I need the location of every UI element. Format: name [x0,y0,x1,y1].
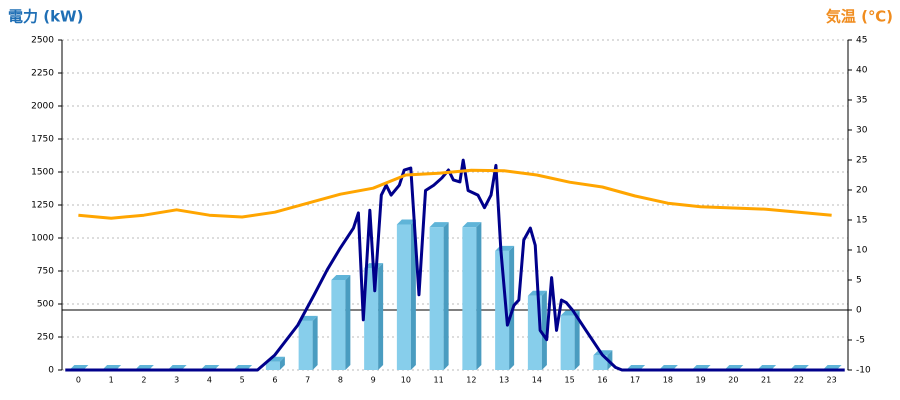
x-tick-label: 19 [696,376,706,385]
bar-side [312,315,318,370]
bar-side [443,222,449,370]
y-tick-label: 500 [37,300,54,310]
x-tick-label: 22 [794,376,804,385]
x-tick-label: 10 [401,376,411,385]
x-tick-label: 21 [761,376,771,385]
x-tick-label: 6 [272,376,277,385]
y-tick-label: 750 [37,267,54,277]
y-tick-label: 1750 [31,135,54,145]
y-tick-label: 2000 [31,102,54,112]
bar [396,224,411,370]
bar [560,315,575,370]
y2-tick-label: 0 [856,306,862,316]
x-tick-label: 11 [434,376,444,385]
x-tick-label: 2 [141,376,146,385]
x-tick-label: 3 [174,376,179,385]
y2-tick-label: 35 [856,96,867,106]
y-axis-title: 電力 (kW) [8,8,83,26]
y2-tick-label: 20 [856,186,868,196]
y-tick-label: 0 [48,366,54,376]
x-tick-label: 20 [728,376,738,385]
bar [495,250,510,370]
x-tick-label: 14 [532,376,542,385]
x-tick-label: 4 [207,376,212,385]
x-tick-label: 23 [827,376,837,385]
bar [593,355,608,370]
y2-tick-label: -5 [856,336,865,346]
bar-side [378,263,384,370]
x-tick-label: 1 [109,376,114,385]
x-tick-label: 13 [499,376,509,385]
x-tick-label: 17 [630,376,640,385]
y2-tick-label: 40 [856,66,868,76]
y2-tick-label: 5 [856,276,862,286]
bar-top [396,219,416,225]
bar [265,361,280,370]
y2-tick-label: 25 [856,156,867,166]
x-tick-label: 7 [305,376,310,385]
bar-top [331,274,351,280]
bar-side [345,274,351,370]
x-tick-label: 8 [338,376,343,385]
bar-top [429,222,449,228]
y-tick-label: 1250 [31,201,54,211]
x-tick-label: 16 [597,376,607,385]
y-tick-label: 1000 [31,234,54,244]
bar [429,227,444,370]
bar-side [410,219,416,370]
bar [298,320,313,370]
bar-side [476,222,482,370]
bar-top [593,350,613,356]
bar-side [279,356,285,370]
bar-side [541,290,547,370]
x-tick-label: 9 [371,376,376,385]
y-tick-label: 2500 [31,36,54,46]
x-tick-label: 18 [663,376,673,385]
y-tick-label: 2250 [31,69,54,79]
x-tick-label: 5 [240,376,245,385]
y-tick-label: 1500 [31,168,54,178]
y2-tick-label: 15 [856,216,867,226]
y2-axis-title: 気温 (℃) [826,8,893,26]
x-tick-label: 12 [466,376,476,385]
bar [462,227,477,370]
y-tick-label: 250 [37,333,54,343]
bar [364,268,379,370]
bar [331,279,346,370]
y2-tick-label: 30 [856,126,868,136]
y2-tick-label: -10 [856,366,871,376]
line [65,158,845,372]
bar-top [462,222,482,228]
line [78,168,832,220]
x-tick-label: 15 [565,376,575,385]
x-tick-label: 0 [76,376,81,385]
y2-tick-label: 10 [856,246,868,256]
bar-side [574,310,580,370]
y2-tick-label: 45 [856,36,867,46]
